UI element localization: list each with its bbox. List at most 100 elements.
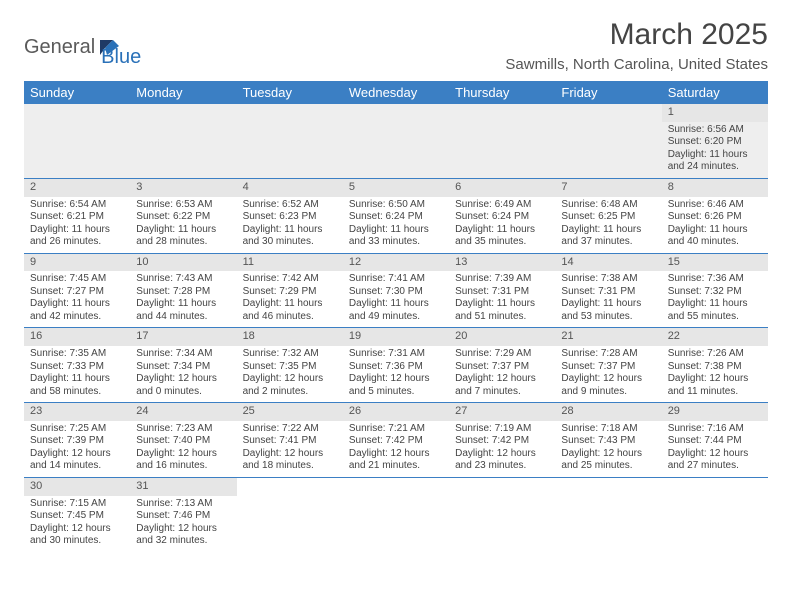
day-header: Sunday: [24, 81, 130, 104]
day-number: 23: [24, 403, 130, 421]
day-number: 19: [343, 328, 449, 346]
sunrise-text: Sunrise: 7:29 AM: [455, 348, 549, 361]
logo-text-general: General: [24, 36, 95, 59]
page-header: General Blue March 2025 Sawmills, North …: [24, 18, 768, 73]
daylight-text: Daylight: 11 hours and 30 minutes.: [243, 224, 337, 249]
day-content: Sunrise: 7:21 AMSunset: 7:42 PMDaylight:…: [343, 421, 449, 477]
day-cell: 3Sunrise: 6:53 AMSunset: 6:22 PMDaylight…: [130, 178, 236, 253]
sunset-text: Sunset: 7:31 PM: [561, 286, 655, 299]
day-number: 22: [662, 328, 768, 346]
sunset-text: Sunset: 7:40 PM: [136, 435, 230, 448]
sunrise-text: Sunrise: 6:50 AM: [349, 199, 443, 212]
day-number: 1: [662, 104, 768, 122]
daylight-text: Daylight: 11 hours and 40 minutes.: [668, 224, 762, 249]
sunrise-text: Sunrise: 7:45 AM: [30, 273, 124, 286]
day-cell: 5Sunrise: 6:50 AMSunset: 6:24 PMDaylight…: [343, 178, 449, 253]
day-number: 14: [555, 254, 661, 272]
sunset-text: Sunset: 7:43 PM: [561, 435, 655, 448]
day-content: Sunrise: 6:49 AMSunset: 6:24 PMDaylight:…: [449, 197, 555, 253]
sunset-text: Sunset: 6:20 PM: [668, 136, 762, 149]
sunset-text: Sunset: 6:24 PM: [349, 211, 443, 224]
day-header: Saturday: [662, 81, 768, 104]
sunrise-text: Sunrise: 7:43 AM: [136, 273, 230, 286]
day-content: Sunrise: 7:39 AMSunset: 7:31 PMDaylight:…: [449, 271, 555, 327]
day-cell: [237, 104, 343, 178]
location-text: Sawmills, North Carolina, United States: [505, 56, 768, 73]
sunset-text: Sunset: 7:29 PM: [243, 286, 337, 299]
sunset-text: Sunset: 7:44 PM: [668, 435, 762, 448]
day-header: Monday: [130, 81, 236, 104]
day-number: 12: [343, 254, 449, 272]
sunset-text: Sunset: 7:42 PM: [349, 435, 443, 448]
day-content: Sunrise: 7:34 AMSunset: 7:34 PMDaylight:…: [130, 346, 236, 402]
sunrise-text: Sunrise: 7:19 AM: [455, 423, 549, 436]
sunset-text: Sunset: 6:24 PM: [455, 211, 549, 224]
day-cell: 2Sunrise: 6:54 AMSunset: 6:21 PMDaylight…: [24, 178, 130, 253]
sunset-text: Sunset: 6:25 PM: [561, 211, 655, 224]
sunset-text: Sunset: 7:37 PM: [455, 361, 549, 374]
sunrise-text: Sunrise: 7:42 AM: [243, 273, 337, 286]
sunset-text: Sunset: 7:32 PM: [668, 286, 762, 299]
day-number: 6: [449, 179, 555, 197]
day-content: Sunrise: 7:15 AMSunset: 7:45 PMDaylight:…: [24, 496, 130, 552]
day-number: 31: [130, 478, 236, 496]
day-cell: 22Sunrise: 7:26 AMSunset: 7:38 PMDayligh…: [662, 328, 768, 403]
sunset-text: Sunset: 6:21 PM: [30, 211, 124, 224]
day-cell: 24Sunrise: 7:23 AMSunset: 7:40 PMDayligh…: [130, 403, 236, 478]
day-cell: 11Sunrise: 7:42 AMSunset: 7:29 PMDayligh…: [237, 253, 343, 328]
sunrise-text: Sunrise: 7:26 AM: [668, 348, 762, 361]
day-cell: 14Sunrise: 7:38 AMSunset: 7:31 PMDayligh…: [555, 253, 661, 328]
sunrise-text: Sunrise: 7:25 AM: [30, 423, 124, 436]
day-content: Sunrise: 7:32 AMSunset: 7:35 PMDaylight:…: [237, 346, 343, 402]
day-number: 9: [24, 254, 130, 272]
sunrise-text: Sunrise: 7:34 AM: [136, 348, 230, 361]
daylight-text: Daylight: 12 hours and 14 minutes.: [30, 448, 124, 473]
day-content: Sunrise: 7:18 AMSunset: 7:43 PMDaylight:…: [555, 421, 661, 477]
day-cell: [555, 104, 661, 178]
daylight-text: Daylight: 11 hours and 35 minutes.: [455, 224, 549, 249]
daylight-text: Daylight: 12 hours and 18 minutes.: [243, 448, 337, 473]
day-cell: 18Sunrise: 7:32 AMSunset: 7:35 PMDayligh…: [237, 328, 343, 403]
week-row: 16Sunrise: 7:35 AMSunset: 7:33 PMDayligh…: [24, 328, 768, 403]
day-number: 20: [449, 328, 555, 346]
day-cell: 29Sunrise: 7:16 AMSunset: 7:44 PMDayligh…: [662, 403, 768, 478]
day-content: Sunrise: 7:43 AMSunset: 7:28 PMDaylight:…: [130, 271, 236, 327]
daylight-text: Daylight: 11 hours and 46 minutes.: [243, 298, 337, 323]
week-row: 9Sunrise: 7:45 AMSunset: 7:27 PMDaylight…: [24, 253, 768, 328]
day-header-row: SundayMondayTuesdayWednesdayThursdayFrid…: [24, 81, 768, 104]
day-cell: 20Sunrise: 7:29 AMSunset: 7:37 PMDayligh…: [449, 328, 555, 403]
day-cell: 4Sunrise: 6:52 AMSunset: 6:23 PMDaylight…: [237, 178, 343, 253]
day-cell: 7Sunrise: 6:48 AMSunset: 6:25 PMDaylight…: [555, 178, 661, 253]
daylight-text: Daylight: 12 hours and 11 minutes.: [668, 373, 762, 398]
sunset-text: Sunset: 7:31 PM: [455, 286, 549, 299]
day-header: Friday: [555, 81, 661, 104]
day-content: Sunrise: 6:52 AMSunset: 6:23 PMDaylight:…: [237, 197, 343, 253]
sunset-text: Sunset: 7:36 PM: [349, 361, 443, 374]
day-header: Tuesday: [237, 81, 343, 104]
day-cell: 6Sunrise: 6:49 AMSunset: 6:24 PMDaylight…: [449, 178, 555, 253]
day-number: 3: [130, 179, 236, 197]
day-content: Sunrise: 7:36 AMSunset: 7:32 PMDaylight:…: [662, 271, 768, 327]
day-cell: 31Sunrise: 7:13 AMSunset: 7:46 PMDayligh…: [130, 477, 236, 551]
sunrise-text: Sunrise: 7:31 AM: [349, 348, 443, 361]
daylight-text: Daylight: 11 hours and 33 minutes.: [349, 224, 443, 249]
sunrise-text: Sunrise: 6:54 AM: [30, 199, 124, 212]
day-content: Sunrise: 7:25 AMSunset: 7:39 PMDaylight:…: [24, 421, 130, 477]
daylight-text: Daylight: 12 hours and 9 minutes.: [561, 373, 655, 398]
day-cell: 1Sunrise: 6:56 AMSunset: 6:20 PMDaylight…: [662, 104, 768, 178]
day-number: 13: [449, 254, 555, 272]
sunrise-text: Sunrise: 6:52 AM: [243, 199, 337, 212]
day-content: Sunrise: 7:38 AMSunset: 7:31 PMDaylight:…: [555, 271, 661, 327]
day-number: 2: [24, 179, 130, 197]
daylight-text: Daylight: 12 hours and 25 minutes.: [561, 448, 655, 473]
logo: General Blue: [24, 26, 141, 69]
sunrise-text: Sunrise: 6:53 AM: [136, 199, 230, 212]
sunset-text: Sunset: 7:39 PM: [30, 435, 124, 448]
day-content: Sunrise: 7:13 AMSunset: 7:46 PMDaylight:…: [130, 496, 236, 552]
day-content: Sunrise: 7:42 AMSunset: 7:29 PMDaylight:…: [237, 271, 343, 327]
day-content: Sunrise: 6:46 AMSunset: 6:26 PMDaylight:…: [662, 197, 768, 253]
sunrise-text: Sunrise: 6:56 AM: [668, 124, 762, 137]
day-number: 28: [555, 403, 661, 421]
day-cell: 30Sunrise: 7:15 AMSunset: 7:45 PMDayligh…: [24, 477, 130, 551]
day-content: Sunrise: 6:48 AMSunset: 6:25 PMDaylight:…: [555, 197, 661, 253]
